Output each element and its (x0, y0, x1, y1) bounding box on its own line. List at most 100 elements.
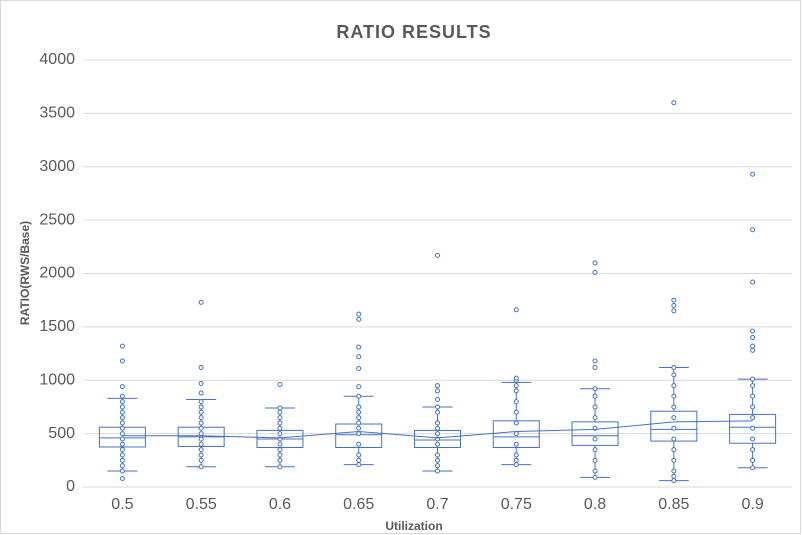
data-point (671, 297, 677, 303)
data-point (198, 299, 204, 305)
x-tick-label: 0.55 (186, 496, 217, 513)
data-point (356, 366, 362, 372)
data-point (435, 468, 440, 474)
data-point (119, 415, 125, 421)
data-point (119, 463, 125, 469)
data-point (592, 358, 598, 364)
data-point (198, 457, 204, 463)
data-point (513, 375, 519, 381)
data-point (592, 393, 598, 399)
data-point (198, 364, 204, 370)
y-tick-label: 1000 (39, 371, 75, 388)
data-point (592, 468, 598, 474)
data-point (671, 100, 677, 106)
y-axis-label: RATIO(RWS/Base) (18, 221, 32, 325)
data-point (513, 420, 519, 426)
data-point (671, 473, 677, 479)
data-point (435, 452, 440, 458)
data-point (750, 335, 756, 341)
data-point (198, 441, 204, 447)
data-point (435, 383, 440, 389)
data-point (356, 462, 362, 468)
data-point (198, 436, 204, 442)
data-point (356, 404, 362, 410)
data-point (435, 388, 440, 394)
data-point (356, 441, 362, 447)
data-point (750, 404, 756, 410)
data-point (671, 303, 677, 309)
data-point (435, 409, 440, 415)
y-tick-label: 2500 (39, 211, 75, 228)
data-point (750, 171, 756, 177)
x-tick-label: 0.9 (741, 496, 763, 513)
data-point (750, 328, 756, 334)
data-point (119, 343, 125, 349)
y-tick-label: 3500 (39, 105, 75, 122)
data-point (750, 347, 756, 353)
data-point (277, 452, 283, 458)
data-point (671, 308, 677, 314)
data-point (592, 474, 598, 480)
data-point (356, 384, 362, 390)
data-point (750, 227, 756, 233)
data-point (513, 457, 519, 463)
data-point (356, 452, 362, 458)
data-point (277, 409, 283, 415)
data-point (671, 478, 677, 484)
data-point (592, 364, 598, 370)
data-point (198, 380, 204, 386)
data-point (671, 364, 677, 370)
data-point (435, 425, 440, 431)
data-point (356, 311, 362, 317)
data-point (277, 415, 283, 421)
data-point (750, 457, 756, 463)
data-point (198, 425, 204, 431)
data-point (119, 457, 125, 463)
data-point (119, 441, 125, 447)
data-point (750, 343, 756, 349)
data-point (750, 415, 756, 421)
y-tick-label: 500 (48, 425, 75, 442)
mean-line (122, 420, 753, 439)
data-point (513, 383, 519, 389)
x-tick-label: 0.5 (111, 496, 133, 513)
data-point (750, 376, 756, 382)
data-point (356, 420, 362, 426)
x-tick-label: 0.7 (426, 496, 448, 513)
data-point (750, 436, 756, 442)
data-point (592, 404, 598, 410)
data-point (277, 464, 283, 470)
data-point (277, 382, 283, 388)
data-point (198, 420, 204, 426)
data-point (119, 393, 125, 399)
data-point (435, 457, 440, 463)
data-point (435, 252, 440, 258)
data-point (750, 425, 756, 431)
data-point (671, 404, 677, 410)
data-point (435, 396, 440, 402)
y-tick-label: 0 (66, 478, 75, 495)
data-point (592, 260, 598, 266)
data-point (750, 465, 756, 471)
data-point (198, 409, 204, 415)
data-point (513, 388, 519, 394)
data-point (277, 447, 283, 453)
box (571, 421, 619, 446)
data-point (277, 420, 283, 426)
data-point (356, 354, 362, 360)
data-point (750, 393, 756, 399)
data-point (513, 441, 519, 447)
data-point (356, 457, 362, 463)
data-point (435, 431, 440, 437)
data-point (592, 269, 598, 275)
data-point (198, 452, 204, 458)
data-point (198, 404, 204, 410)
y-tick-label: 3000 (39, 158, 75, 175)
data-point (513, 462, 519, 468)
data-point (119, 384, 125, 390)
x-tick-label: 0.6 (269, 496, 291, 513)
data-point (119, 468, 125, 474)
data-point (671, 393, 677, 399)
